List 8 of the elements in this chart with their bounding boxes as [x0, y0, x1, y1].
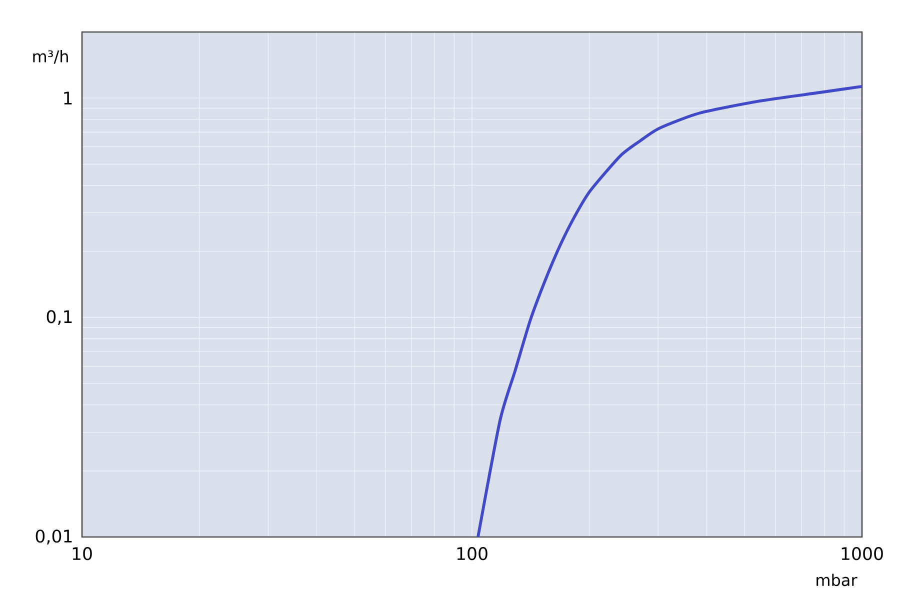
x-tick-label: 100: [457, 547, 488, 560]
y-axis-title: m³/h: [33, 50, 68, 64]
y-tick-label: 0,01: [36, 530, 72, 544]
x-tick-label: 1000: [842, 547, 883, 560]
x-axis-title: mbar: [816, 574, 858, 586]
y-tick-label: 1: [64, 92, 72, 104]
y-tick-label: 0,1: [46, 310, 72, 325]
x-tick-label: 10: [72, 547, 92, 560]
